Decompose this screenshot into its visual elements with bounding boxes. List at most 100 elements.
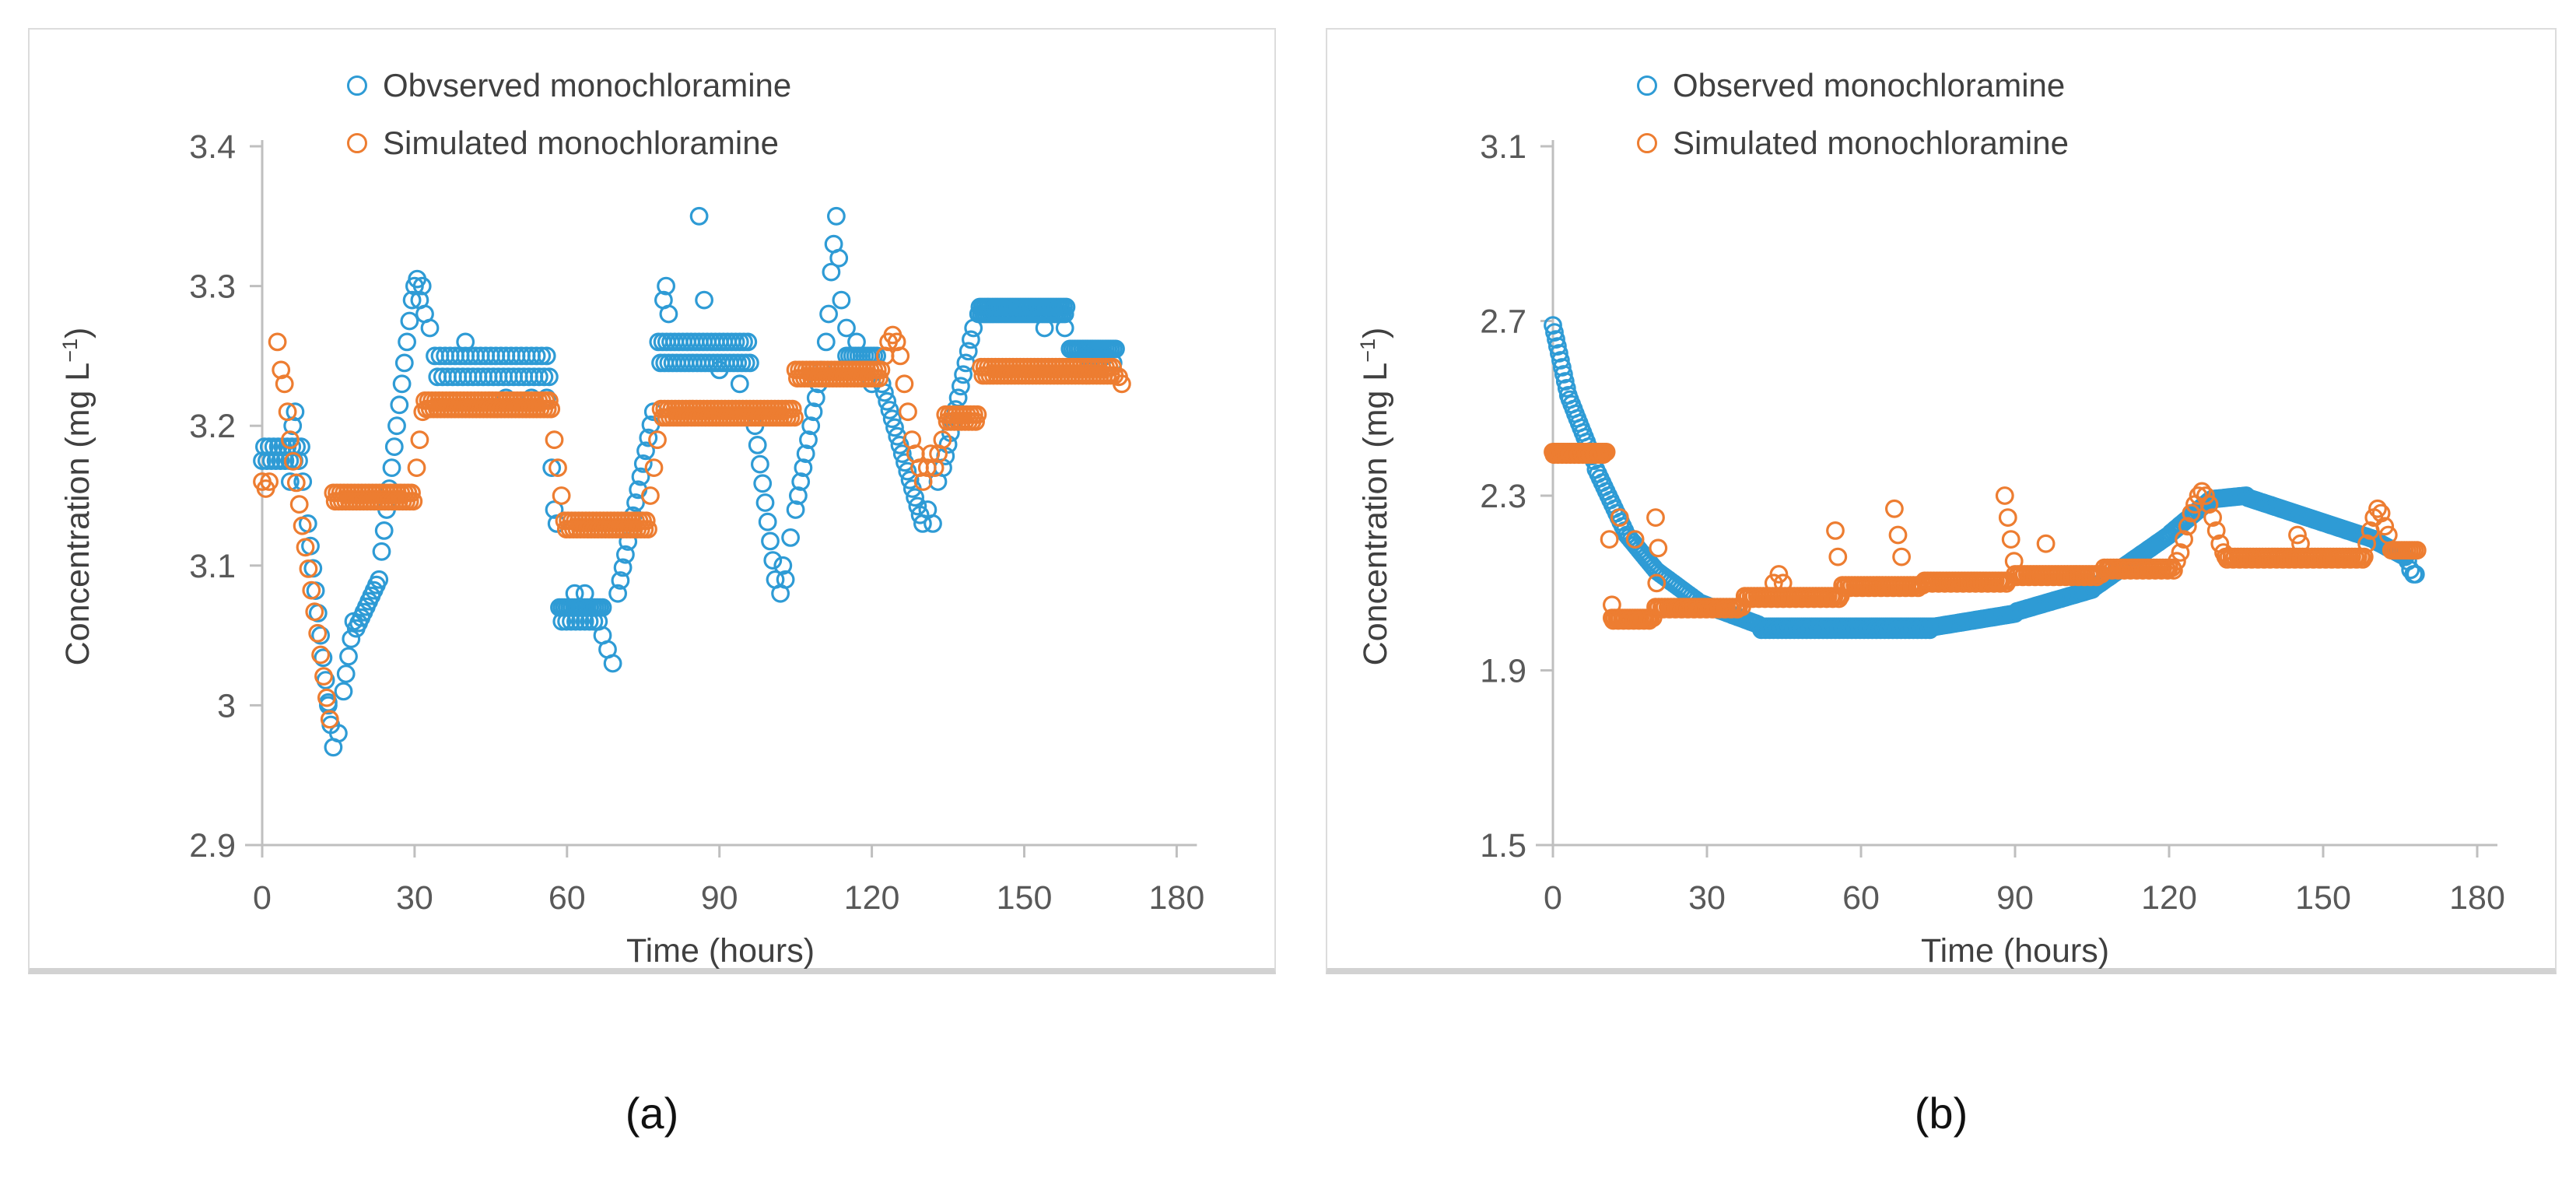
data-point <box>412 276 432 296</box>
data-point <box>1557 379 1576 398</box>
data-point <box>314 648 333 668</box>
caption-b: (b) <box>1914 1089 1968 1138</box>
data-point <box>1835 578 1854 598</box>
data-point <box>2206 521 2226 540</box>
data-point <box>2224 550 2243 569</box>
data-point <box>1055 318 1074 338</box>
data-point <box>308 623 328 643</box>
data-point <box>382 458 401 477</box>
x-tick-label: 120 <box>844 879 900 917</box>
legend-item-observed: Obvserved monochloramine <box>347 67 791 104</box>
data-point <box>1629 611 1649 630</box>
data-point <box>1709 600 1729 619</box>
data-point <box>1826 521 1845 540</box>
data-point <box>1884 578 1903 598</box>
data-point <box>545 500 564 519</box>
data-point <box>1817 589 1836 609</box>
data-point <box>1922 573 1942 593</box>
observed-marker-icon <box>347 75 367 96</box>
data-point <box>1877 578 1897 598</box>
data-point <box>311 645 331 665</box>
data-point <box>776 570 795 589</box>
data-point <box>2133 561 2153 580</box>
data-point <box>2196 486 2215 505</box>
data-point <box>644 458 664 477</box>
data-point <box>1555 372 1575 391</box>
data-point <box>1660 600 1679 619</box>
data-point <box>1823 589 1842 609</box>
data-point <box>275 374 294 394</box>
data-point <box>329 724 348 743</box>
data-point <box>1697 600 1716 619</box>
data-point <box>1935 573 1954 593</box>
data-point <box>314 667 333 686</box>
data-point <box>548 458 567 477</box>
data-point <box>565 584 584 603</box>
data-point <box>786 500 805 519</box>
data-point <box>1722 600 1740 619</box>
x-tick-label: 60 <box>1842 879 1880 917</box>
legend-label-simulated: Simulated monochloramine <box>1673 125 2069 161</box>
data-point <box>899 402 917 422</box>
data-point <box>534 367 554 387</box>
data-point <box>689 206 709 226</box>
data-point <box>532 346 552 366</box>
data-point <box>1672 600 1691 619</box>
y-tick-label: 3 <box>217 687 236 724</box>
data-point <box>334 682 353 701</box>
data-point <box>1648 600 1667 619</box>
data-point <box>804 402 823 422</box>
data-point <box>785 408 804 427</box>
data-point <box>832 290 851 310</box>
x-tick-label: 90 <box>701 879 738 917</box>
data-point <box>296 538 315 557</box>
data-point <box>2001 530 2020 549</box>
data-point <box>822 262 841 282</box>
data-point <box>1112 374 1131 394</box>
y-tick-label: 1.9 <box>1480 653 1526 690</box>
caption-a: (a) <box>625 1089 679 1138</box>
data-point <box>530 367 548 387</box>
data-point <box>402 290 422 310</box>
data-point <box>1551 351 1570 370</box>
data-point <box>639 428 658 447</box>
data-point <box>398 332 417 352</box>
data-point <box>763 551 783 570</box>
data-point <box>420 318 440 338</box>
data-point <box>2217 550 2237 569</box>
data-point <box>829 248 849 268</box>
data-point <box>1780 589 1800 609</box>
data-point <box>1888 525 1908 545</box>
data-point <box>278 402 297 422</box>
data-point <box>2261 550 2280 569</box>
chart-panel-b: 3.1 2.7 2.3 1.9 1.5 0 30 60 90 120 150 180 Observed… <box>1326 28 2557 974</box>
data-point <box>641 486 660 505</box>
data-point <box>394 353 414 373</box>
data-point <box>1998 508 2017 527</box>
data-point <box>1960 573 1979 593</box>
data-point <box>1847 578 1866 598</box>
data-point <box>2401 560 2420 580</box>
data-point <box>311 626 331 645</box>
data-point <box>286 473 306 493</box>
data-point <box>2230 550 2249 569</box>
legend-item-simulated: Simulated monochloramine <box>347 125 791 162</box>
data-point <box>2025 567 2045 587</box>
data-point <box>603 654 622 673</box>
x-tick-label: 150 <box>997 879 1053 917</box>
y-tick-label: 2.7 <box>1480 303 1526 341</box>
data-point <box>755 493 775 512</box>
data-point <box>2152 561 2171 580</box>
observed-marker-icon <box>1637 75 1657 96</box>
data-point <box>1610 508 1629 527</box>
data-point <box>2375 517 2395 536</box>
y-tick-label: 2.9 <box>189 827 236 865</box>
data-point <box>882 409 902 429</box>
data-point <box>954 365 973 384</box>
data-point <box>1737 589 1756 609</box>
data-point <box>2164 561 2183 580</box>
data-point <box>1773 573 1793 593</box>
data-point <box>2158 561 2177 580</box>
data-point <box>319 696 338 715</box>
data-point <box>1991 573 2010 593</box>
